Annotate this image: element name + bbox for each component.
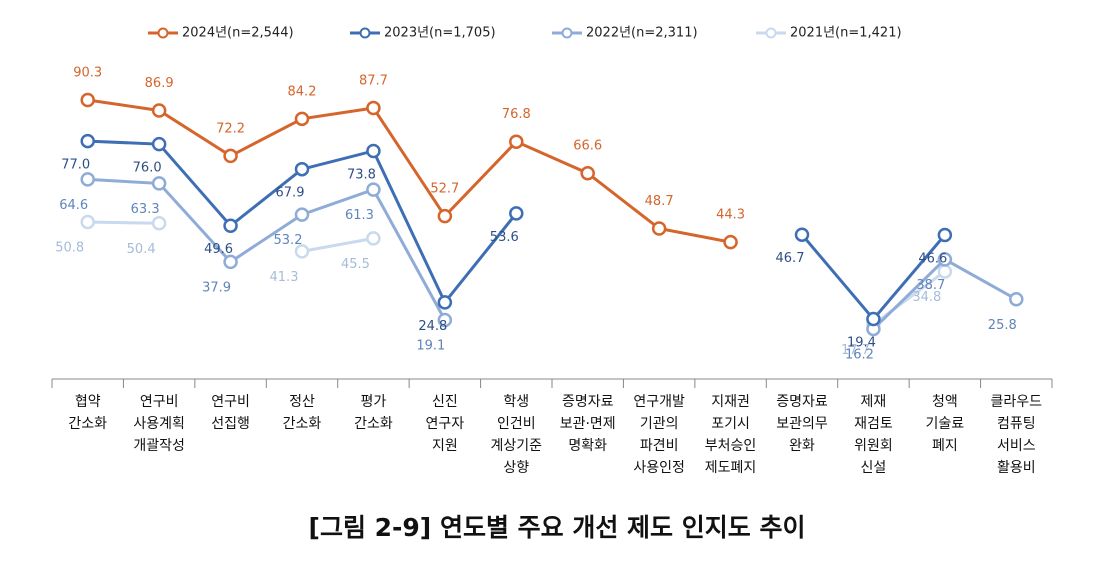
data-point (437, 208, 453, 224)
data-label: 50.8 (55, 241, 84, 256)
data-label: 34.8 (912, 290, 941, 305)
series-line (301, 236, 374, 253)
legend-label: 2022년(n=2,311) (586, 26, 698, 41)
data-point (937, 264, 953, 279)
data-label: 38.7 (916, 278, 945, 293)
x-tick-label: 증명자료 보관·면제 명확화 (559, 394, 616, 454)
data-point (151, 176, 167, 191)
data-label: 61.3 (345, 208, 374, 223)
data-label: 72.2 (216, 121, 245, 136)
data-point (937, 227, 953, 243)
x-tick-label: 연구비 선집행 (211, 394, 250, 432)
series-line (800, 233, 946, 322)
data-point (580, 165, 595, 181)
data-label: 19.1 (416, 338, 445, 353)
data-point (151, 103, 167, 118)
x-tick-label: 연구비 사용계획 개괄작성 (133, 394, 185, 454)
data-label: 52.7 (430, 182, 459, 197)
series-line (87, 177, 447, 321)
x-tick-label: 연구개발 기관의 파견비 사용인정 (633, 394, 685, 476)
data-point (651, 221, 667, 236)
data-label: 63.3 (131, 202, 160, 217)
data-label: 73.8 (347, 167, 376, 182)
data-label: 66.6 (573, 139, 602, 154)
data-point (437, 295, 453, 310)
data-label: 67.9 (276, 186, 305, 201)
data-label: 49.6 (204, 242, 233, 257)
series-line (87, 220, 160, 225)
data-label: 24.8 (418, 319, 447, 334)
x-tick-label: 지재권 포기시 부처승인 제도폐지 (704, 394, 757, 476)
data-point (223, 218, 238, 233)
data-label: 53.6 (490, 230, 519, 245)
data-point (366, 231, 381, 246)
data-label: 25.8 (988, 318, 1017, 333)
data-label: 16.2 (845, 347, 874, 362)
legend-marker (359, 27, 371, 39)
series-line (87, 98, 731, 244)
x-tick-label: 학생 인건비 계상기준 상향 (490, 394, 543, 476)
data-point (1009, 292, 1024, 307)
data-point (366, 143, 381, 159)
data-label: 90.3 (73, 65, 102, 80)
data-label: 87.7 (359, 74, 388, 89)
data-label: 37.9 (202, 280, 231, 295)
data-point (866, 311, 881, 327)
data-point (80, 214, 95, 230)
data-point (794, 227, 810, 242)
x-tick-label: 협약 간소화 (68, 394, 108, 432)
x-tick-label: 평가 간소화 (354, 394, 393, 432)
legend-marker (765, 27, 777, 39)
legend-marker (157, 27, 169, 39)
data-label: 19.4 (847, 336, 876, 351)
data-label: 44.3 (716, 208, 745, 223)
legend-marker (561, 27, 573, 39)
data-point (937, 252, 953, 267)
data-label: 53.2 (274, 233, 303, 248)
x-tick-label: 클라우드 컴퓨팅 서비스 활용비 (990, 394, 1043, 476)
data-label: 84.2 (288, 84, 317, 99)
data-point (294, 207, 310, 222)
data-label: 17.7 (841, 343, 870, 358)
data-point (723, 234, 738, 250)
data-point (294, 111, 310, 127)
data-point (294, 161, 310, 177)
data-label: 41.3 (270, 270, 299, 285)
chart-title: [그림 2-9] 연도별 주요 개선 제도 인지도 추이 (308, 513, 806, 542)
data-point (437, 312, 453, 328)
data-point (509, 206, 524, 221)
x-tick-label: 정산 간소화 (282, 394, 322, 432)
data-label: 45.5 (341, 257, 370, 272)
data-point (223, 254, 238, 270)
data-point (509, 134, 524, 149)
legend-label: 2024년(n=2,544) (182, 26, 294, 41)
data-point (80, 172, 95, 187)
data-point (151, 216, 167, 231)
data-label: 77.0 (61, 158, 90, 173)
data-point (151, 136, 167, 152)
data-point (366, 182, 381, 197)
data-label: 76.8 (502, 107, 531, 122)
data-label: 46.6 (918, 252, 947, 267)
legend-label: 2021년(n=1,421) (790, 26, 902, 41)
x-tick-label: 신진 연구자 지원 (425, 394, 465, 454)
data-point (80, 92, 95, 108)
data-point (223, 148, 238, 164)
data-label: 64.6 (59, 198, 88, 213)
data-point (366, 100, 381, 116)
data-label: 46.7 (776, 251, 805, 266)
data-label: 86.9 (145, 76, 174, 91)
x-tick-label: 제재 재검토 위원회 신설 (854, 394, 893, 476)
data-point (80, 133, 95, 149)
data-label: 76.0 (133, 161, 162, 176)
x-tick-label: 청액 기술료 폐지 (925, 394, 965, 454)
data-point (294, 244, 310, 259)
data-label: 50.4 (127, 242, 156, 257)
data-label: 48.7 (645, 194, 674, 209)
x-tick-label: 증명자료 보관의무 완화 (776, 394, 828, 454)
legend-label: 2023년(n=1,705) (384, 26, 496, 41)
